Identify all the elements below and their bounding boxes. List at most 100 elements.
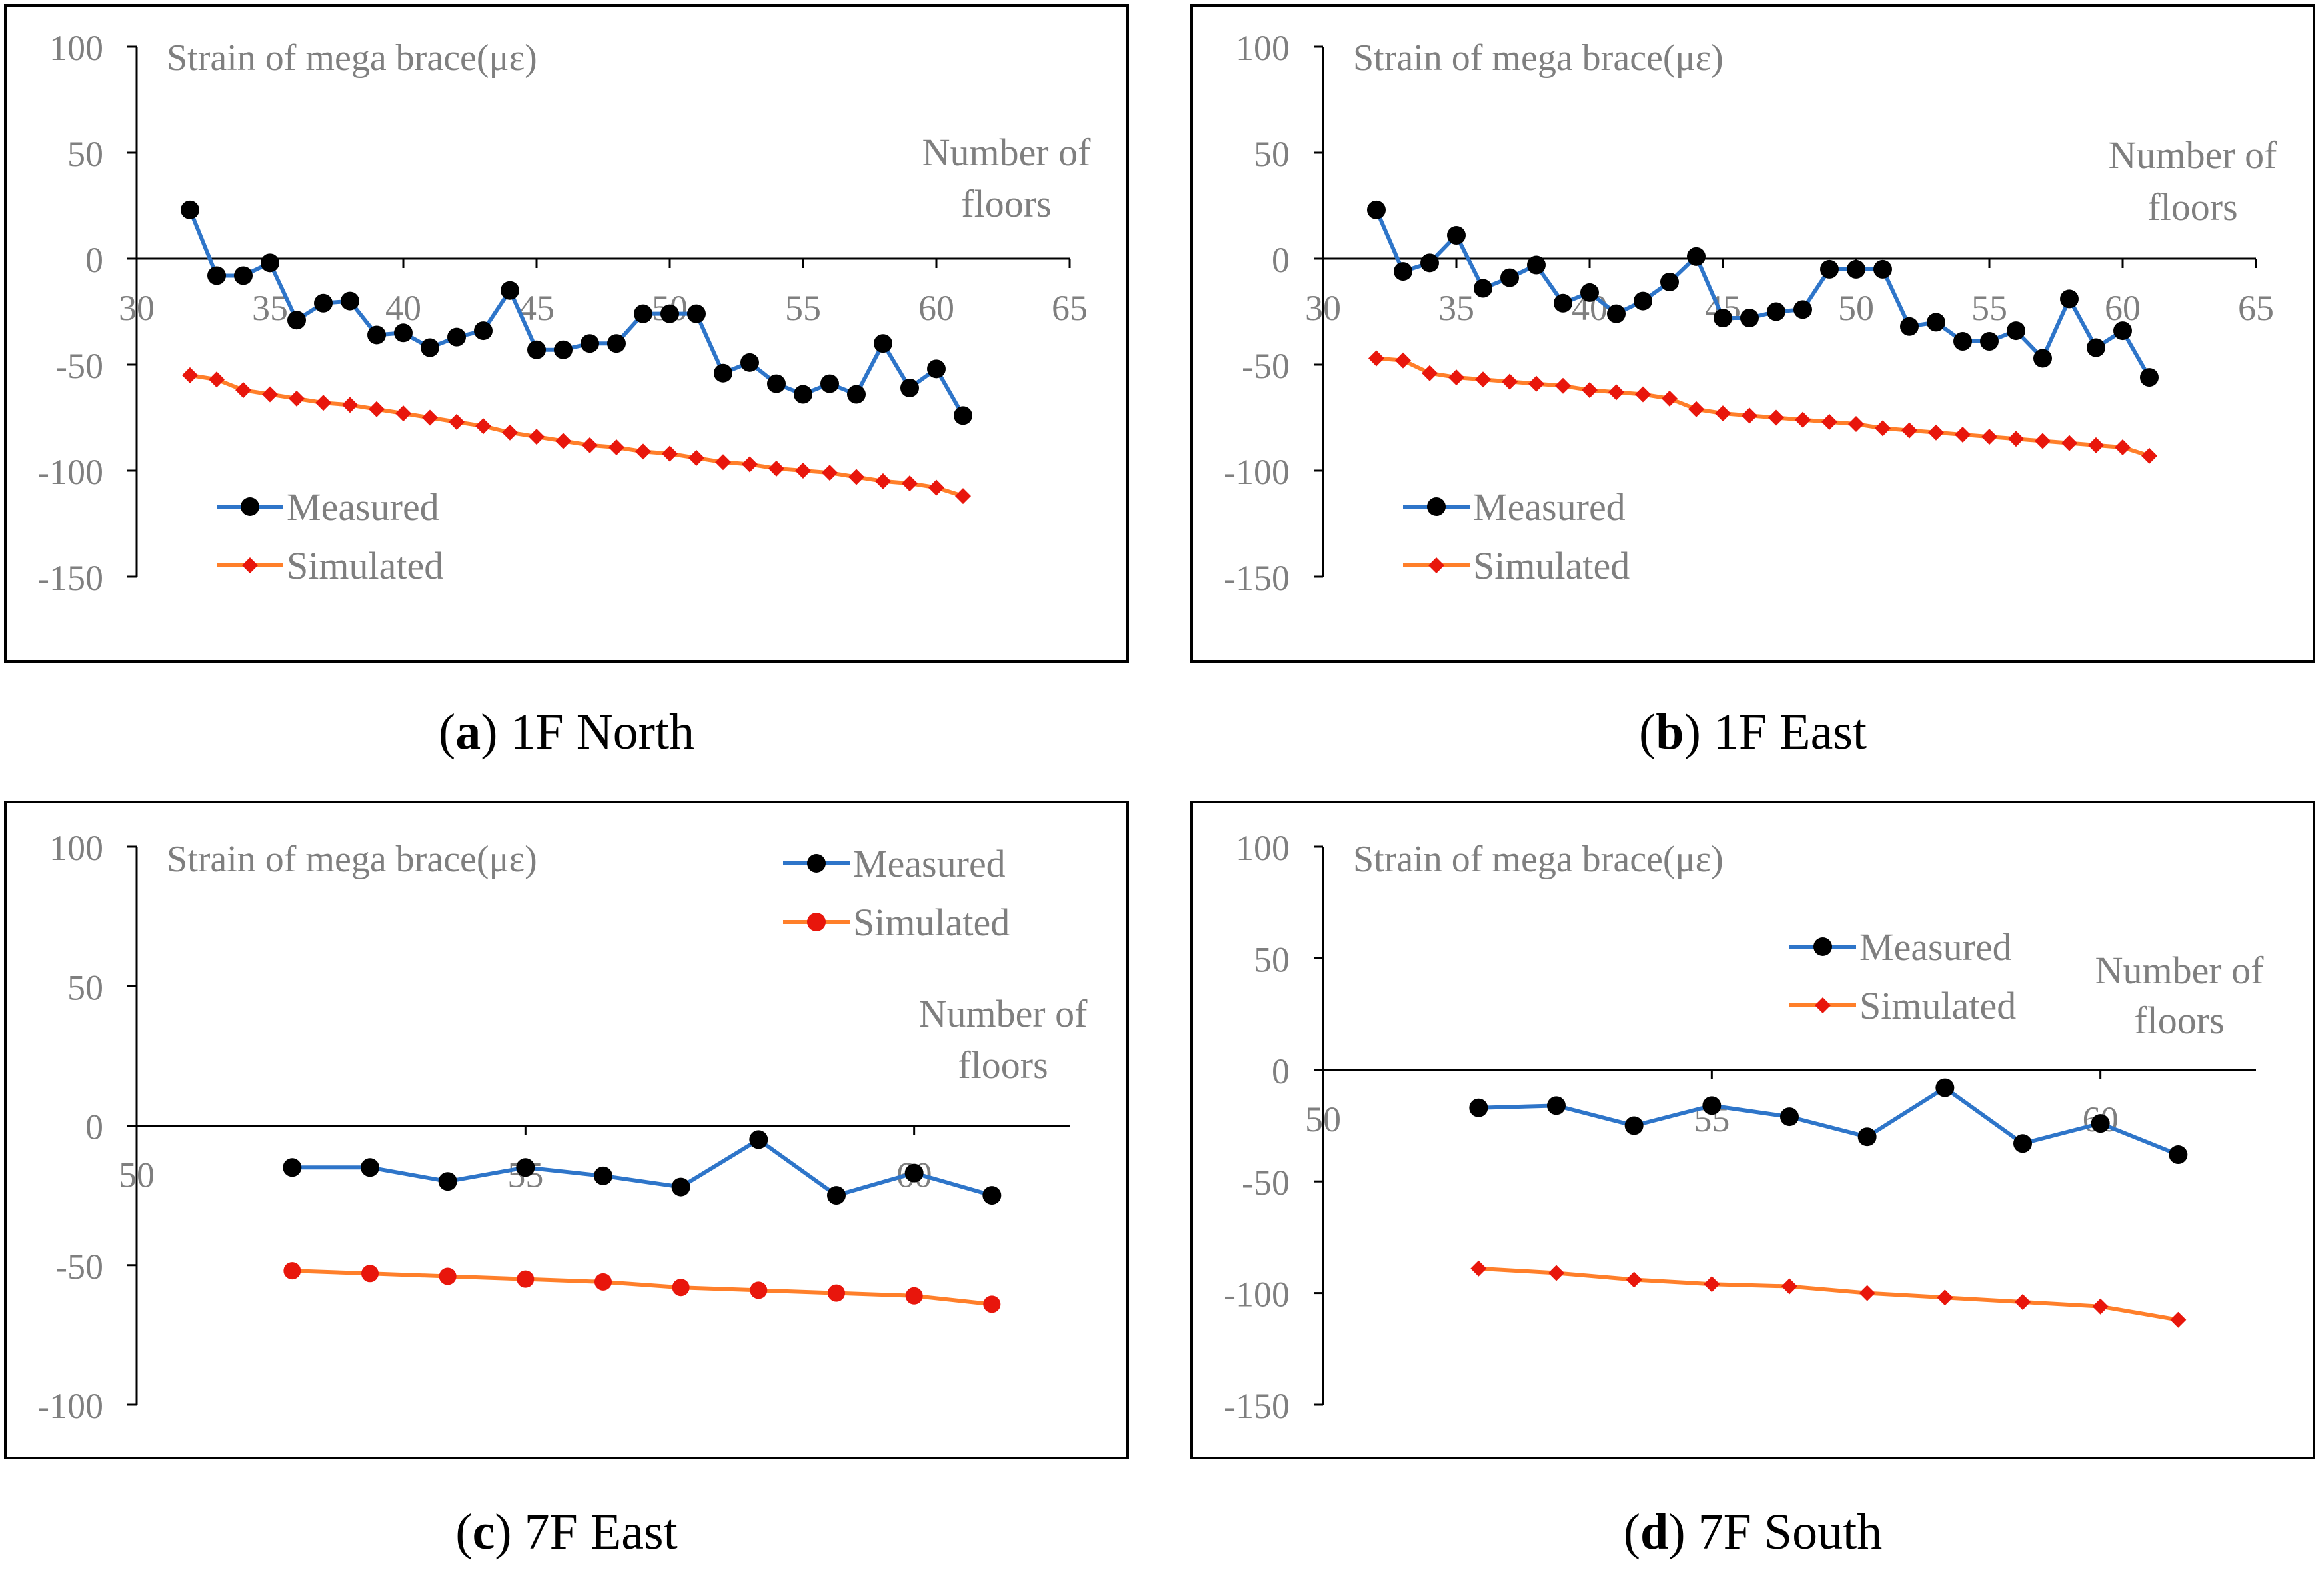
data-point-measured	[660, 304, 679, 323]
caption-letter: b	[1656, 704, 1684, 760]
y-tick-label: 50	[1254, 939, 1290, 979]
legend-label-measured: Measured	[1473, 485, 1626, 529]
data-point-measured	[900, 378, 919, 397]
data-point-simulated	[1448, 369, 1464, 386]
legend-marker-simulated	[807, 913, 826, 931]
data-point-measured	[1980, 332, 1999, 351]
data-point-simulated	[828, 1284, 845, 1302]
data-point-measured	[594, 1166, 612, 1185]
series-line-simulated	[292, 1269, 992, 1307]
y-tick-label: -150	[1224, 558, 1290, 598]
data-point-simulated	[1937, 1289, 1953, 1306]
data-point-simulated	[439, 1267, 457, 1285]
data-point-simulated	[715, 454, 731, 471]
data-point-measured	[1847, 259, 1865, 279]
data-point-simulated	[822, 465, 838, 481]
data-point-measured	[181, 200, 199, 219]
data-point-simulated	[2115, 439, 2131, 456]
data-point-measured	[341, 291, 359, 311]
data-point-measured	[1547, 1096, 1566, 1115]
data-point-simulated	[1848, 416, 1864, 433]
data-point-measured	[2060, 289, 2079, 309]
data-point-simulated	[369, 401, 385, 417]
y-tick-label: -100	[1224, 1275, 1290, 1315]
data-point-simulated	[475, 418, 491, 435]
data-point-simulated	[1859, 1285, 1875, 1301]
legend-marker-measured	[807, 854, 826, 873]
data-point-measured	[904, 1163, 924, 1183]
data-point-measured	[1580, 283, 1599, 302]
data-point-simulated	[2061, 435, 2077, 451]
caption-b: (b) 1F East	[1638, 704, 1867, 760]
caption-a: (a) 1F North	[438, 704, 695, 760]
y-tick-label: -150	[1224, 1386, 1290, 1426]
data-point-measured	[2113, 321, 2132, 341]
data-point-simulated	[795, 463, 811, 479]
legend-label-measured: Measured	[287, 485, 439, 529]
caption-c: (c) 7F East	[455, 1504, 678, 1560]
data-point-simulated	[582, 437, 598, 453]
x-axis-label-line1: Number of	[922, 131, 1092, 174]
caption-text: 1F North	[510, 704, 695, 760]
data-point-simulated	[1928, 424, 1944, 441]
data-point-simulated	[2015, 1293, 2031, 1310]
data-point-measured	[1634, 291, 1652, 311]
data-point-simulated	[594, 1273, 612, 1291]
data-point-measured	[1394, 262, 1412, 281]
data-point-measured	[1767, 302, 1785, 321]
y-tick-label: 50	[67, 134, 103, 174]
data-point-measured	[1660, 272, 1679, 291]
data-point-simulated	[1901, 422, 1917, 439]
x-axis-label-line2: floors	[2134, 999, 2224, 1042]
data-point-measured	[1900, 317, 1919, 336]
x-tick-label: 50	[119, 1155, 155, 1195]
data-point-simulated	[750, 1281, 768, 1299]
y-tick-label: 0	[85, 1107, 103, 1147]
data-point-measured	[1702, 1096, 1722, 1115]
data-point-simulated	[902, 475, 918, 492]
chart-frame	[4, 801, 1129, 1459]
series-line-measured	[1478, 1085, 2179, 1157]
data-point-measured	[2007, 321, 2025, 341]
data-point-measured	[2087, 338, 2105, 357]
data-point-measured	[1953, 332, 1972, 351]
chart-frame	[1190, 4, 2315, 663]
caption-text: 1F East	[1713, 704, 1867, 760]
data-point-measured	[1935, 1078, 1955, 1097]
data-point-measured	[749, 1130, 768, 1149]
data-point-simulated	[422, 409, 438, 426]
y-tick-label: 100	[49, 28, 103, 68]
y-tick-label: 0	[85, 240, 103, 280]
caption-letter: c	[472, 1504, 495, 1560]
data-point-measured	[1927, 313, 1945, 332]
data-point-measured	[714, 363, 732, 383]
legend-label-simulated: Simulated	[287, 544, 443, 587]
data-point-measured	[1714, 309, 1732, 328]
y-tick-label: -100	[37, 452, 103, 492]
data-point-simulated	[2141, 447, 2157, 464]
legend-label-simulated: Simulated	[853, 901, 1010, 944]
y-tick-label: -100	[1224, 452, 1290, 492]
series-line-simulated	[1478, 1266, 2179, 1322]
data-point-simulated	[1528, 375, 1544, 392]
data-point-simulated	[955, 488, 971, 505]
caption-letter: d	[1640, 1504, 1669, 1560]
x-axis-label-line1: Number of	[2095, 949, 2265, 992]
legend-marker-simulated	[1428, 557, 1444, 573]
data-point-measured	[2013, 1134, 2032, 1153]
x-axis-label-line1: Number of	[2109, 133, 2278, 177]
data-point-measured	[794, 385, 812, 404]
data-point-simulated	[1955, 426, 1971, 443]
data-point-simulated	[905, 1287, 923, 1305]
data-point-measured	[447, 327, 466, 347]
x-tick-label: 50	[1838, 288, 1874, 328]
x-tick-label: 35	[252, 288, 288, 328]
data-point-measured	[1740, 309, 1759, 328]
data-point-simulated	[1608, 384, 1624, 401]
data-point-measured	[554, 340, 573, 359]
data-point-measured	[287, 311, 306, 330]
data-point-measured	[982, 1186, 1002, 1205]
caption-letter: a	[455, 704, 481, 760]
data-point-simulated	[1470, 1260, 1487, 1277]
